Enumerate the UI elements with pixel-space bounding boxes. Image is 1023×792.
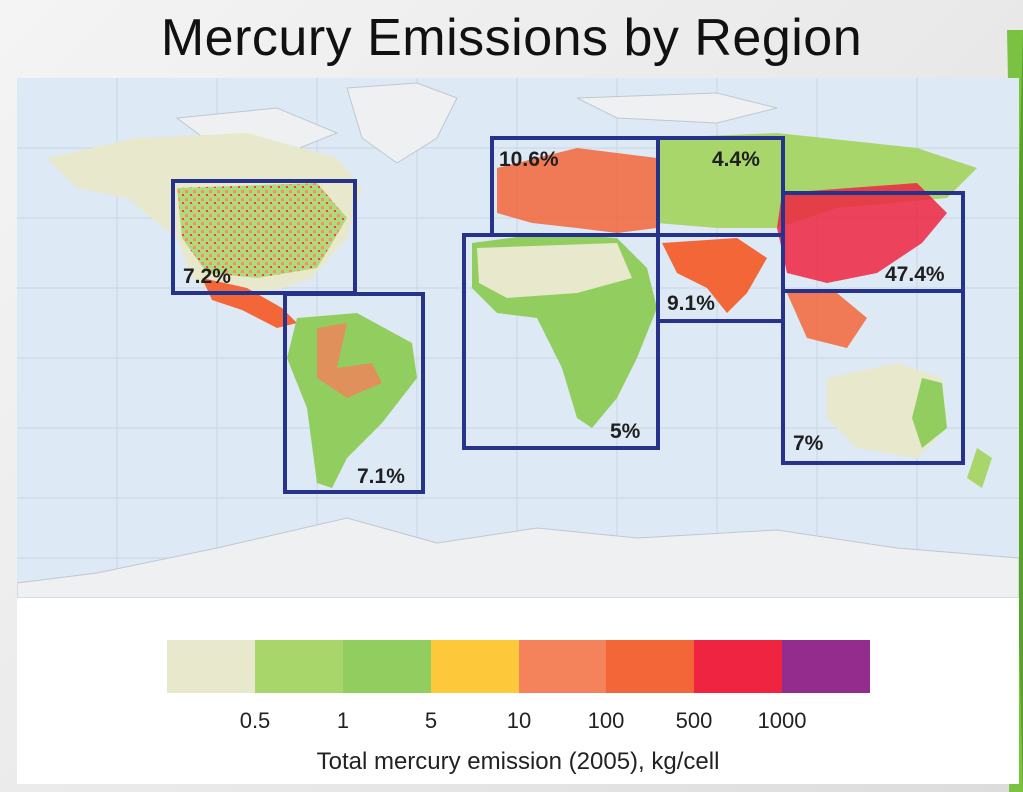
legend-swatch-7	[694, 640, 783, 693]
region-box-africa	[462, 233, 660, 450]
legend-swatch-5	[518, 640, 607, 693]
map-panel: 7.2% 7.1% 10.6% 4.4% 5% 9.1% 47.4% 7% 0.…	[17, 78, 1019, 784]
region-box-south-america	[283, 292, 425, 494]
region-box-oceania	[781, 289, 965, 465]
south-america-emissions	[317, 323, 382, 398]
antarctica	[17, 517, 1019, 598]
legend-tick: 100	[587, 708, 625, 733]
legend-color-bar	[167, 640, 870, 693]
south-asia-land	[662, 238, 767, 313]
legend-tick: 1000	[757, 708, 807, 733]
central-america	[202, 278, 297, 328]
legend-caption: Total mercury emission (2005), kg/cell	[316, 748, 720, 775]
label-russia: 4.4%	[712, 148, 760, 171]
label-south-america: 7.1%	[357, 465, 405, 488]
legend-tick: 1	[336, 708, 350, 733]
legend-tick: 5	[424, 708, 438, 733]
new-zealand	[967, 448, 992, 488]
legend-tick: 10	[506, 708, 532, 733]
world-map: 7.2% 7.1% 10.6% 4.4% 5% 9.1% 47.4% 7%	[17, 78, 1019, 598]
label-africa: 5%	[610, 420, 641, 443]
page-title: Mercury Emissions by Region	[160, 9, 863, 67]
legend-swatch-2	[254, 640, 343, 693]
label-east-asia: 47.4%	[885, 263, 945, 286]
europe-land	[497, 148, 657, 233]
russia-land	[657, 133, 977, 228]
legend-swatch-6	[606, 640, 695, 693]
legend-swatch-3	[342, 640, 431, 693]
legend-swatch-4	[430, 640, 519, 693]
north-america-emissions	[177, 183, 347, 278]
east-asia-land	[777, 183, 947, 283]
australia-east-coast	[912, 378, 947, 448]
region-box-north-america	[171, 179, 357, 295]
label-europe: 10.6%	[499, 148, 559, 171]
legend-tick: 500	[675, 708, 713, 733]
legend-tick: 0.5	[239, 708, 271, 733]
greenland	[346, 82, 458, 164]
legend-swatch-8	[782, 640, 870, 693]
label-north-america: 7.2%	[183, 265, 231, 288]
sahara	[477, 243, 632, 298]
legend-swatch-1	[167, 640, 255, 693]
region-boxes	[171, 136, 965, 494]
australia-land	[827, 363, 947, 458]
label-oceania: 7%	[793, 432, 824, 455]
label-south-asia: 9.1%	[667, 292, 715, 315]
southeast-asia-land	[787, 293, 867, 348]
